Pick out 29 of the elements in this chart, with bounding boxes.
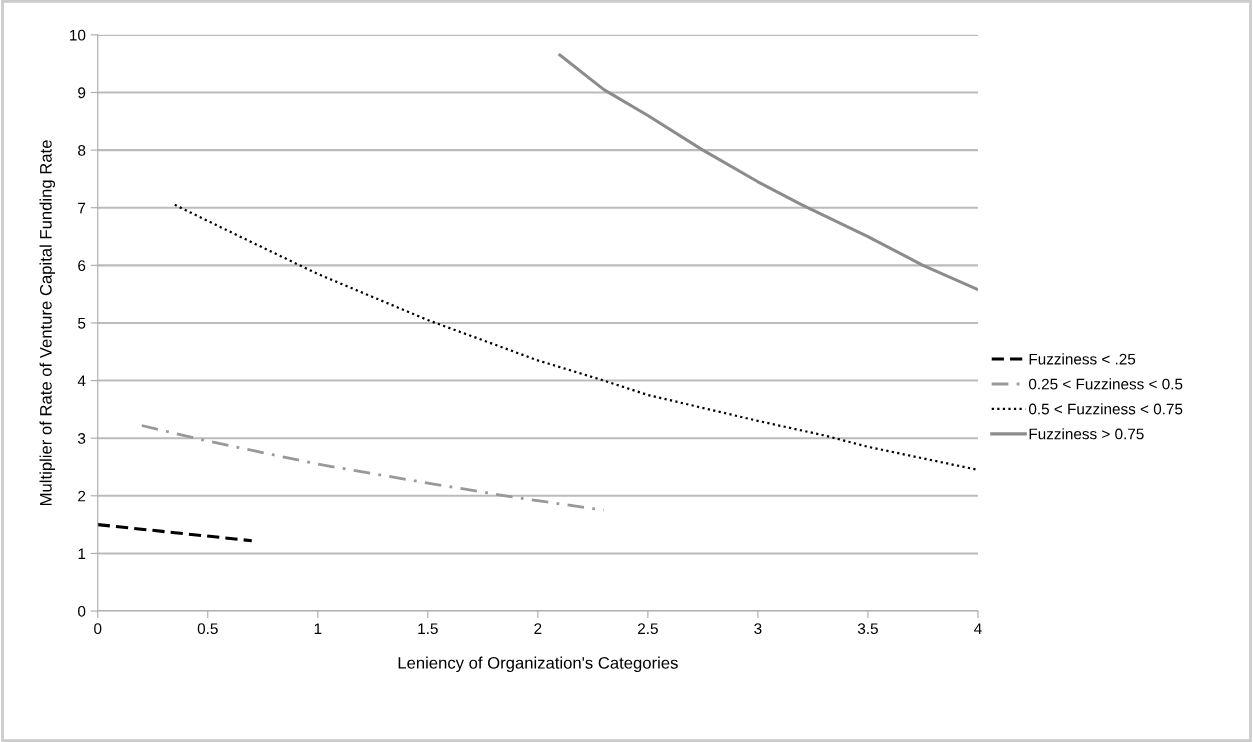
x-tick-label: 1 [314, 623, 322, 634]
x-tick-label: 2.5 [638, 623, 658, 635]
x-tick-label: 2 [534, 623, 542, 634]
legend-label: Fuzziness < .25 [1029, 353, 1136, 365]
line-series [558, 53, 978, 292]
legend-label: 0.5 < Fuzziness < 0.75 [1028, 403, 1183, 415]
x-tick-label: 3 [754, 623, 762, 635]
y-tick-label: 2 [78, 490, 86, 502]
legend-label: Fuzziness > 0.75 [1029, 428, 1144, 440]
y-tick-label: 3 [78, 433, 86, 444]
line-series [173, 203, 978, 471]
y-tick-label: 0 [78, 605, 86, 617]
y-tick-label: 6 [78, 260, 86, 272]
y-tick-label: 8 [78, 144, 86, 156]
y-tick-label: 5 [78, 317, 86, 329]
x-axis-title: Leniency of Organization's Categories [398, 656, 678, 673]
line-series [140, 424, 606, 512]
x-tick-label: 3.5 [857, 623, 878, 635]
x-tick-label: 1.5 [418, 623, 438, 635]
y-tick-label: 7 [78, 202, 86, 214]
x-tick-label: 0 [94, 623, 102, 635]
y-axis-title: Multiplier of Rate of Venture Capital Funding Rate [39, 140, 56, 506]
x-tick-label: 4 [974, 623, 982, 634]
y-tick-label: 4 [77, 375, 86, 387]
y-tick-label: 9 [78, 87, 86, 99]
y-tick-label: 10 [70, 29, 86, 41]
y-tick-label: 1 [78, 548, 86, 559]
x-tick-label: 0.5 [197, 623, 218, 635]
legend-label: 0.25 < Fuzziness < 0.5 [1028, 378, 1183, 390]
